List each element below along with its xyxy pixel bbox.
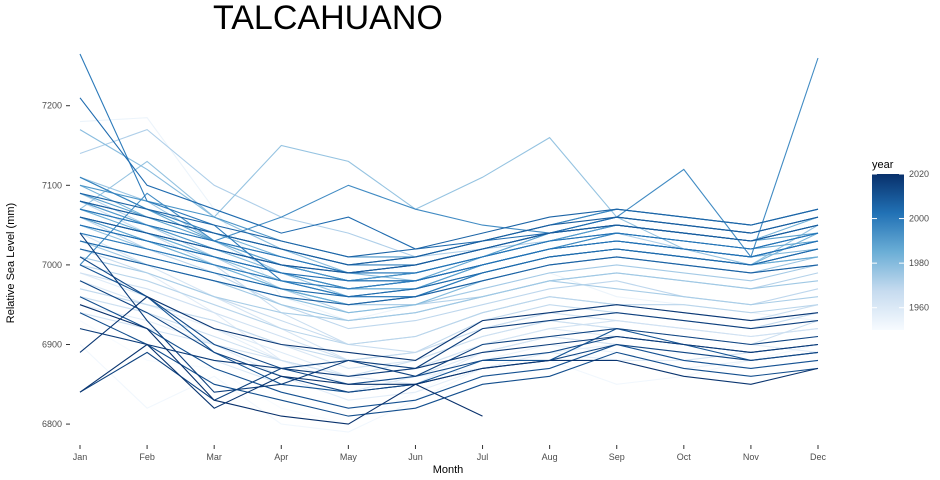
series-line-2020 xyxy=(79,304,483,425)
x-tick-label: Jul xyxy=(477,452,489,462)
series-line-2018 xyxy=(79,296,819,361)
x-tick-label: Mar xyxy=(206,452,222,462)
x-tick-label: Aug xyxy=(542,452,558,462)
series-line-1979 xyxy=(79,129,819,282)
series-line-2007 xyxy=(79,248,819,306)
series-line-2012 xyxy=(79,312,819,417)
series-line-1970 xyxy=(79,264,819,346)
legend-ticks: 1960 1980 2000 2020 xyxy=(872,169,929,313)
series-line-2011 xyxy=(79,296,819,409)
y-tick-label: 6800 xyxy=(42,419,62,429)
legend-tick-label: 2020 xyxy=(909,169,929,179)
series-line-1955 xyxy=(79,296,819,393)
y-tick-label: 7100 xyxy=(42,180,62,190)
series-line-2010 xyxy=(79,264,819,393)
legend-title: year xyxy=(872,159,894,171)
x-tick-label: Feb xyxy=(139,452,155,462)
series-line-1976 xyxy=(79,176,819,298)
series-line-2009 xyxy=(79,216,819,274)
x-tick-label: Dec xyxy=(810,452,827,462)
x-tick-label: Oct xyxy=(677,452,692,462)
color-legend: year 1960 1980 2000 2020 xyxy=(872,159,929,330)
series-line-2016 xyxy=(79,232,819,393)
series-line-1952 xyxy=(79,343,819,433)
series-line-1995 xyxy=(79,57,819,266)
y-axis-title: Relative Sea Level (mm) xyxy=(5,203,17,323)
chart-title: TALCAHUANO xyxy=(213,0,443,37)
legend-colorbar xyxy=(872,174,904,330)
y-tick-label: 7200 xyxy=(42,101,62,111)
series-line-2004 xyxy=(79,97,819,250)
legend-tick-label: 2000 xyxy=(909,214,929,224)
series-line-2019 xyxy=(79,343,819,409)
series-line-2000 xyxy=(79,53,819,298)
series-line-2003 xyxy=(79,224,819,282)
series-line-2006 xyxy=(79,192,819,258)
series-line-2005 xyxy=(79,240,819,298)
x-tick-label: Jan xyxy=(73,452,88,462)
x-axis: Jan Feb Mar Apr May Jun Jul Aug Sep Oct Nov Dec xyxy=(73,445,827,462)
x-axis-title: Month xyxy=(433,464,464,476)
series-layer xyxy=(79,53,819,433)
x-tick-label: Nov xyxy=(743,452,760,462)
x-tick-label: Apr xyxy=(274,452,288,462)
x-tick-label: Jun xyxy=(408,452,423,462)
y-tick-label: 6900 xyxy=(42,339,62,349)
series-line-2017 xyxy=(79,328,819,377)
legend-tick-label: 1960 xyxy=(909,303,929,313)
x-tick-label: May xyxy=(340,452,358,462)
legend-tick-label: 1980 xyxy=(909,258,929,268)
y-axis: 6800 6900 7000 7100 7200 xyxy=(42,101,70,429)
x-tick-label: Sep xyxy=(609,452,625,462)
y-tick-label: 7000 xyxy=(42,260,62,270)
series-line-1977 xyxy=(79,136,819,266)
series-line-2008 xyxy=(79,200,819,266)
